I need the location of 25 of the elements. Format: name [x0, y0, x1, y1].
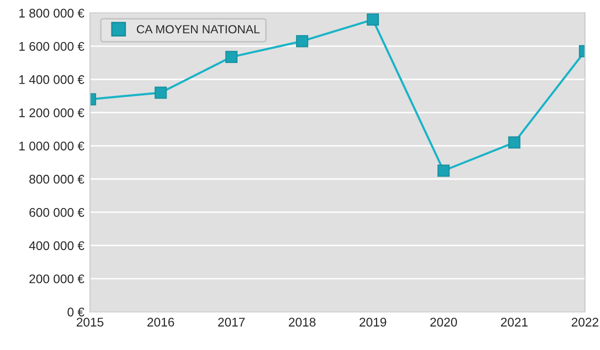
point	[508, 136, 520, 149]
y-tick-label: 400 000 €	[29, 241, 84, 250]
y-tick-label: 1 400 000 €	[19, 75, 84, 84]
x-tick-label: 2018	[288, 318, 316, 327]
y-tick-label: 600 000 €	[29, 208, 84, 217]
point	[154, 86, 167, 99]
point	[366, 14, 379, 26]
x-tick-label: 2016	[147, 318, 174, 327]
legend-label: CA MOYEN NATIONAL	[136, 25, 260, 34]
x-tick-label: 2017	[218, 318, 245, 327]
y-tick-label: 200 000 €	[29, 274, 84, 284]
y-tick-label: 1 600 000 €	[19, 42, 84, 51]
y-tick-label: 800 000 €	[29, 174, 84, 184]
point	[225, 50, 238, 64]
x-tick-label: 2019	[360, 318, 386, 327]
x-tick-label: 2021	[501, 318, 528, 327]
y-tick-label: 1 200 000 €	[19, 108, 84, 118]
y-tick-label: 1 800 000 €	[19, 8, 84, 18]
x-tick-label: 2022	[572, 318, 598, 327]
x-tick-label: 2015	[76, 318, 104, 327]
y-tick-label: 0 €	[68, 308, 84, 316]
x-tick-label: 2020	[430, 318, 457, 327]
point	[296, 35, 308, 48]
y-tick-label: 1 000 000 €	[19, 142, 84, 150]
point	[437, 164, 450, 177]
